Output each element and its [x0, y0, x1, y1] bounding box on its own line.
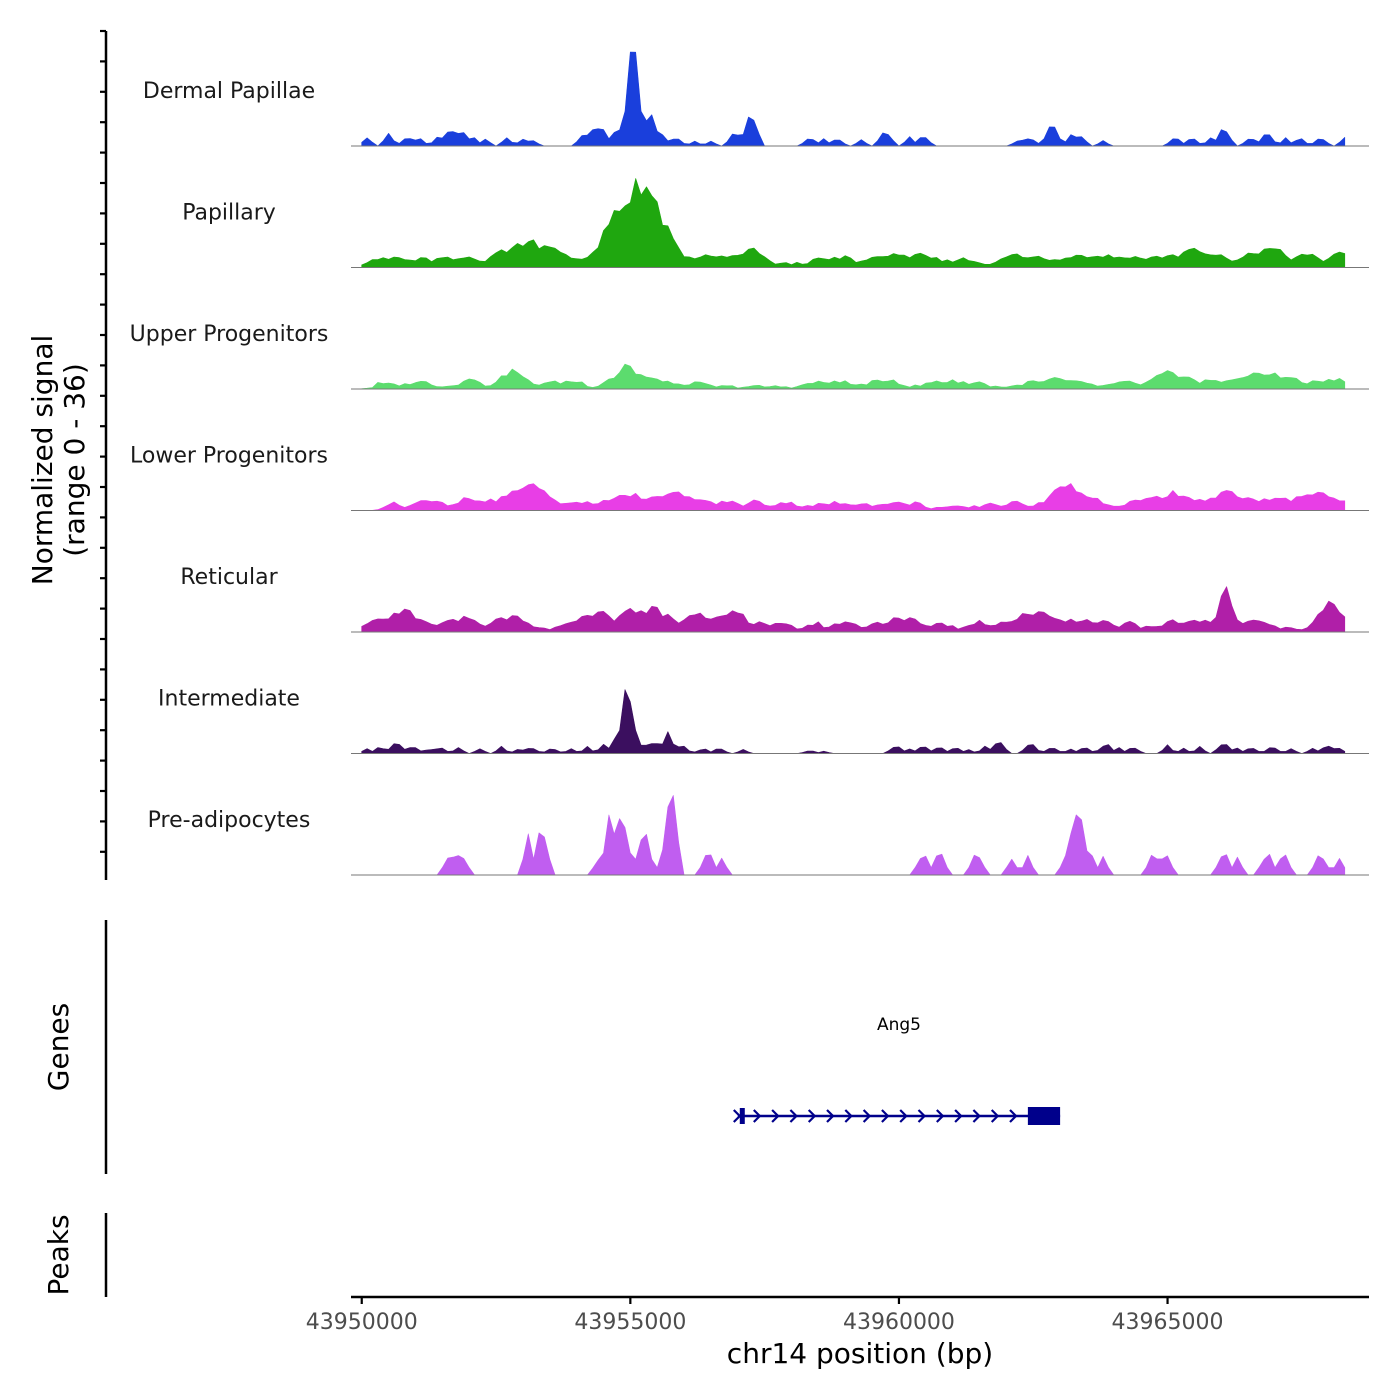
track-intermediate: Intermediate	[158, 687, 1369, 755]
track-label: Pre-adipocytes	[148, 808, 311, 833]
genes-panel: Genes Ang5	[42, 920, 1061, 1174]
x-tick-label: 43965000	[1112, 1310, 1224, 1335]
signal-area	[361, 483, 1346, 511]
gene-ang5: Ang5	[733, 1015, 1061, 1125]
x-tick-label: 43960000	[843, 1310, 955, 1335]
strand-arrow	[733, 1109, 742, 1123]
peaks-track-label: Peaks	[42, 1214, 75, 1295]
track-label: Upper Progenitors	[130, 322, 329, 347]
strand-arrow	[954, 1109, 963, 1123]
strand-arrow	[972, 1109, 981, 1123]
track-label: Intermediate	[158, 687, 300, 712]
track-pre-adipocytes: Pre-adipocytes	[148, 795, 1369, 876]
strand-arrow	[789, 1109, 798, 1123]
strand-arrow	[990, 1109, 1000, 1123]
x-axis: 43950000 43955000 43960000 43965000 chr14 p…	[306, 1295, 1369, 1370]
signal-area	[361, 363, 1346, 390]
strand-arrow	[807, 1109, 817, 1123]
signal-area	[361, 51, 1346, 147]
gene-thick-exon	[1027, 1107, 1061, 1125]
y-axis-title-line1: Normalized signal	[26, 335, 59, 586]
strand-arrow	[1009, 1109, 1018, 1123]
track-label: Lower Progenitors	[130, 444, 328, 469]
track-label: Papillary	[182, 201, 276, 226]
track-label: Dermal Papillae	[143, 79, 315, 104]
x-tick-label: 43955000	[574, 1310, 686, 1335]
track-label: Reticular	[180, 565, 278, 590]
strand-arrow	[753, 1109, 762, 1123]
gene-models: Ang5	[733, 1015, 1061, 1125]
y-axis-title-line2: (range 0 - 36)	[58, 363, 91, 557]
signal-y-axis-ticks	[100, 29, 106, 853]
signal-area	[361, 586, 1346, 633]
signal-tracks: Dermal Papillae Papillary Upper Progenitor…	[130, 51, 1369, 876]
track-lower-progenitors: Lower Progenitors	[130, 444, 1369, 512]
signal-area	[361, 689, 1346, 754]
track-dermal-papillae: Dermal Papillae	[143, 51, 1369, 147]
x-axis-title: chr14 position (bp)	[727, 1337, 993, 1370]
strand-arrow	[917, 1109, 927, 1123]
gene-exon	[739, 1108, 745, 1124]
strand-arrow	[936, 1109, 945, 1123]
track-upper-progenitors: Upper Progenitors	[130, 322, 1369, 390]
signal-area	[361, 795, 1346, 876]
strand-arrow	[862, 1109, 872, 1123]
x-axis-ticks: 43950000 43955000 43960000 43965000	[306, 1297, 1224, 1335]
strand-arrow	[771, 1109, 780, 1123]
peaks-panel: Peaks	[42, 1213, 108, 1297]
track-reticular: Reticular	[180, 565, 1369, 633]
strand-arrow	[844, 1109, 853, 1123]
signal-panel: Normalized signal (range 0 - 36) Dermal …	[26, 29, 1369, 880]
genes-track-label: Genes	[42, 1003, 75, 1091]
strand-arrow	[881, 1109, 890, 1123]
signal-area	[361, 178, 1346, 268]
x-tick-label: 43950000	[306, 1310, 418, 1335]
track-papillary: Papillary	[182, 178, 1369, 269]
strand-arrow	[826, 1109, 835, 1123]
gene-label: Ang5	[877, 1015, 921, 1035]
strand-arrow	[899, 1109, 908, 1123]
